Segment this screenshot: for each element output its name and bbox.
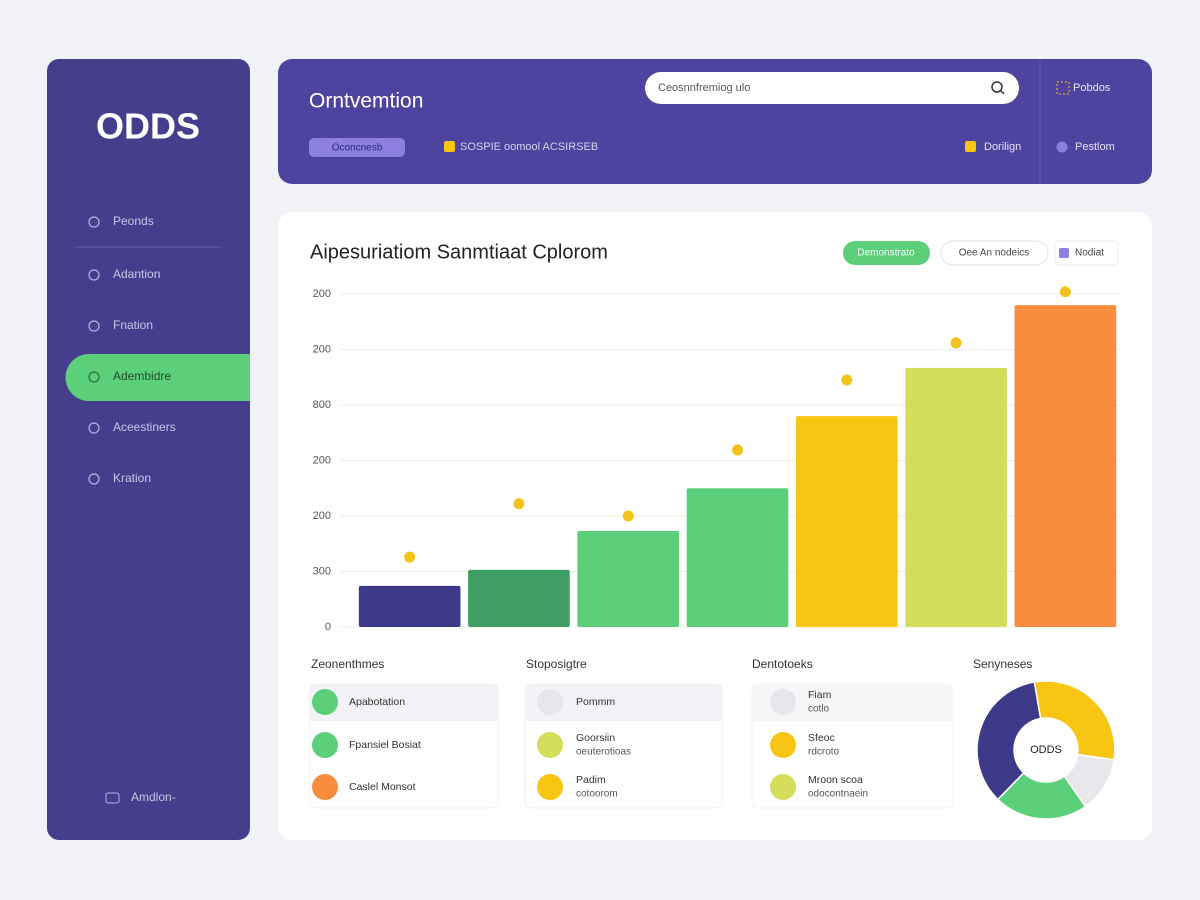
- item-dot: [537, 732, 563, 758]
- line-point: [841, 374, 853, 386]
- button[interactable]: [940, 240, 1049, 266]
- nav-icon: [88, 473, 100, 485]
- item-dot: [770, 689, 796, 715]
- bar: [795, 416, 898, 627]
- sidebar-footer[interactable]: Amdlon-: [131, 790, 176, 804]
- line-point: [950, 337, 962, 349]
- nav-item[interactable]: Adembidre: [113, 369, 171, 383]
- y-tick-label: 300: [313, 565, 331, 577]
- line-point: [622, 510, 634, 522]
- button[interactable]: [1054, 240, 1119, 266]
- item-label[interactable]: Apabotation: [349, 696, 405, 708]
- button-label[interactable]: Demonstrato: [857, 248, 915, 259]
- account-icon: [1056, 81, 1070, 95]
- search-icon: [1000, 90, 1005, 95]
- item-label[interactable]: Padim: [576, 774, 606, 786]
- item-dot: [537, 774, 563, 800]
- nav-icon: [88, 269, 100, 281]
- nav-icon: [88, 371, 100, 383]
- tag[interactable]: [309, 138, 405, 157]
- item-label[interactable]: odocontnaein: [808, 789, 868, 800]
- line-point: [404, 551, 416, 563]
- item-label[interactable]: Fpansiel Bosiat: [349, 739, 421, 751]
- legend-icon: [1056, 141, 1068, 153]
- section-title: Dentotoeks: [752, 657, 813, 671]
- item-label[interactable]: Goorsiin: [576, 732, 615, 744]
- item-label[interactable]: Mroon scoa: [808, 774, 863, 786]
- account[interactable]: Pobdos: [1073, 82, 1111, 94]
- button-label[interactable]: Oee An nodeics: [959, 248, 1030, 259]
- item-label[interactable]: Caslel Monsot: [349, 781, 416, 793]
- search-placeholder: Ceosnnfremiog ulo: [658, 82, 750, 94]
- line-point: [732, 444, 743, 456]
- row-highlight: [310, 684, 498, 721]
- y-tick-label: 0: [325, 621, 331, 633]
- bar: [905, 367, 1007, 627]
- bar: [358, 585, 461, 627]
- item-label[interactable]: cotoorom: [576, 789, 618, 800]
- nav-icon: [88, 422, 100, 434]
- section-title: Zeonenthmes: [311, 657, 384, 671]
- y-tick-label: 200: [313, 288, 331, 300]
- search-box[interactable]: [645, 72, 1019, 104]
- search-icon[interactable]: [991, 81, 1003, 93]
- y-tick-label: 200: [313, 510, 331, 522]
- item-label[interactable]: cotlo: [808, 704, 830, 715]
- status-icon: [444, 141, 455, 152]
- button-label[interactable]: Nodiat: [1075, 248, 1104, 259]
- item-label[interactable]: Pommm: [576, 696, 615, 708]
- bar: [1014, 305, 1117, 627]
- nav-item[interactable]: Peonds: [113, 214, 154, 228]
- y-tick-label: 200: [313, 343, 331, 355]
- nav-item[interactable]: Aceestiners: [113, 420, 176, 434]
- nav-item[interactable]: Fnation: [113, 318, 153, 332]
- bar: [686, 488, 789, 627]
- footer-icon: [105, 792, 120, 804]
- item-label[interactable]: Sfeoc: [808, 732, 835, 744]
- y-tick-label: 200: [313, 454, 331, 466]
- donut-slice: [976, 681, 1042, 801]
- bar: [468, 569, 570, 627]
- y-tick-label: 800: [313, 399, 331, 411]
- item-label[interactable]: Fiam: [808, 689, 832, 701]
- status: SOSPIE oomool ACSIRSEB: [460, 141, 598, 153]
- legend-label: Pestlom: [1075, 141, 1115, 153]
- item-label[interactable]: rdcroto: [808, 747, 840, 758]
- legend-label: Dorilign: [984, 141, 1021, 153]
- tag-label: Oconcnesb: [332, 143, 383, 154]
- chart-title: Aipesuriatiom Sanmtiaat Cplorom: [310, 241, 608, 263]
- item-dot: [770, 774, 796, 800]
- nav-icon: [88, 216, 100, 228]
- nav-icon: [88, 320, 100, 332]
- button[interactable]: [843, 241, 930, 265]
- item-label[interactable]: oeuterotioas: [576, 747, 631, 758]
- section-title: Stoposigtre: [526, 657, 587, 671]
- section-title: Senyneses: [973, 657, 1032, 671]
- item-dot: [312, 774, 338, 800]
- item-dot: [312, 689, 338, 715]
- legend-icon: [965, 141, 976, 152]
- line-point: [513, 498, 525, 510]
- sidebar: [47, 59, 250, 840]
- header-title: Orntvemtion: [309, 90, 423, 113]
- legend-icon: [1059, 248, 1069, 258]
- item-dot: [312, 732, 338, 758]
- item-dot: [770, 732, 796, 758]
- line-point: [1059, 286, 1071, 298]
- donut-center: ODDS: [1030, 744, 1062, 756]
- nav-item[interactable]: Kration: [113, 471, 151, 485]
- bar: [577, 530, 680, 627]
- logo: ODDS: [96, 106, 200, 147]
- nav-item[interactable]: Adantion: [113, 267, 160, 281]
- nav-active[interactable]: [65, 354, 250, 401]
- item-dot: [537, 689, 563, 715]
- donut-slice: [1033, 680, 1116, 761]
